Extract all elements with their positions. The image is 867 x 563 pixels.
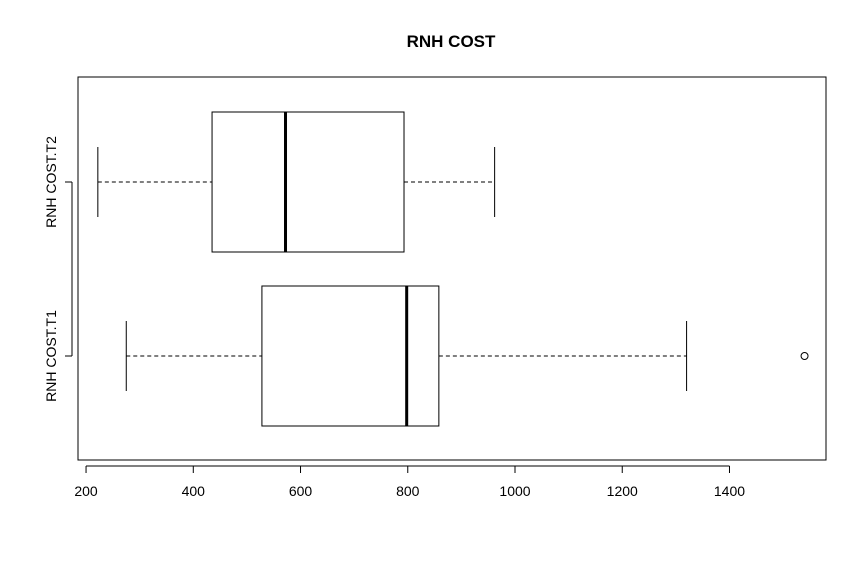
x-tick-label: 1200 [607, 483, 638, 499]
box-series [97, 111, 809, 427]
y-category-label: RNH COST.T2 [43, 136, 59, 228]
x-tick-label: 600 [289, 483, 313, 499]
outlier-point [800, 352, 809, 360]
x-tick-label: 800 [396, 483, 420, 499]
x-tick-label: 400 [182, 483, 206, 499]
x-axis: 200 400 600 800 1000 1200 1400 [74, 465, 745, 499]
iqr-box [261, 285, 440, 427]
x-tick-label: 1000 [499, 483, 530, 499]
box-group [125, 285, 809, 427]
chart-title: RNH COST [407, 32, 496, 51]
iqr-box [211, 111, 405, 253]
x-tick-label: 1400 [714, 483, 745, 499]
box-group [97, 111, 496, 253]
x-tick-label: 200 [74, 483, 98, 499]
plot-frame [77, 76, 827, 461]
y-category-label: RNH COST.T1 [43, 310, 59, 402]
y-axis: RNH COST.T1 RNH COST.T2 [43, 136, 73, 402]
